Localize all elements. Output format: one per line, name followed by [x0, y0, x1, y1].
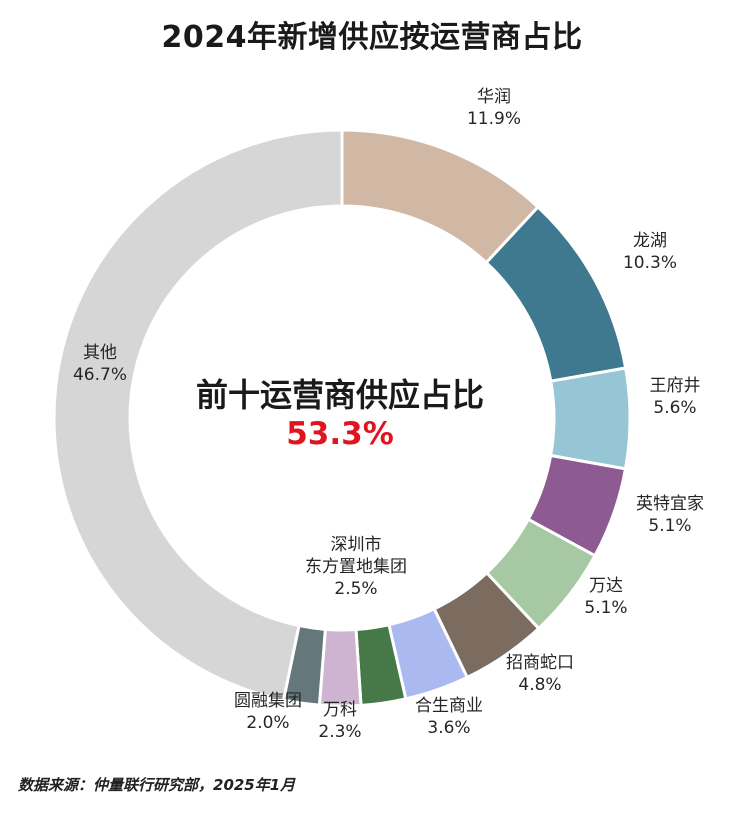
donut-slice [548, 366, 632, 471]
slice-name-label: 王府井 [650, 376, 701, 396]
slice-name-label: 招商蛇口 [506, 653, 574, 673]
slice-name-label: 万达 [589, 576, 623, 596]
slice-name-label: 华润 [477, 87, 511, 107]
slice-value-label: 2.3% [318, 722, 361, 742]
chart-title: 2024年新增供应按运营商占比 [161, 20, 583, 55]
slice-value-label: 10.3% [623, 253, 677, 273]
slice-name-label: 英特宜家 [636, 494, 704, 514]
source-note: 数据来源：仲量联行研究部，2025年1月 [18, 776, 296, 794]
slice-value-label: 46.7% [73, 365, 127, 385]
slice-name-label: 其他 [83, 343, 117, 363]
slice-name-label: 万科 [323, 700, 357, 720]
slice-value-label: 5.1% [584, 598, 627, 618]
slice-value-label: 4.8% [518, 675, 561, 695]
slice-name-label: 龙湖 [633, 231, 667, 251]
slice-name-label: 圆融集团 [234, 691, 302, 711]
donut-slice [52, 128, 344, 702]
center-title: 前十运营商供应占比 [195, 376, 484, 414]
slice-value-label: 2.5% [334, 579, 377, 599]
slice-value-label: 5.1% [648, 516, 691, 536]
slice-value-label: 3.6% [427, 718, 470, 738]
slice-name-label: 合生商业 [415, 696, 483, 716]
slice-name-label: 深圳市 [331, 535, 382, 555]
slice-value-label: 2.0% [246, 713, 289, 733]
center-value: 53.3% [286, 416, 394, 452]
slice-value-label: 5.6% [653, 398, 696, 418]
slice-value-label: 11.9% [467, 109, 521, 129]
slice-name-label: 东方置地集团 [305, 557, 407, 577]
